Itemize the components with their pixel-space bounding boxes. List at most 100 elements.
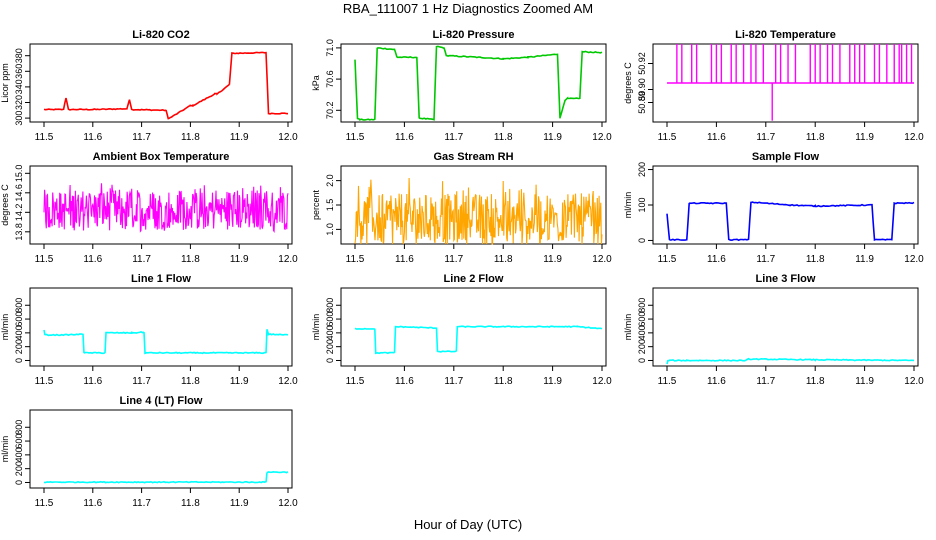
series-line bbox=[354, 325, 603, 355]
x-tick-label: 11.7 bbox=[132, 254, 151, 265]
panel-frame bbox=[29, 409, 293, 489]
y-tick-label: 50.90 bbox=[637, 78, 647, 101]
y-tick-label: 360 bbox=[14, 64, 24, 79]
series-line bbox=[43, 470, 289, 484]
x-tick-label: 11.6 bbox=[83, 376, 102, 387]
panel-title: Gas Stream RH bbox=[433, 151, 513, 163]
y-tick-label: 0 bbox=[14, 358, 24, 363]
x-tick-label: 12.0 bbox=[278, 132, 298, 143]
x-tick-label: 11.5 bbox=[35, 376, 54, 387]
x-tick-label: 12.0 bbox=[278, 376, 298, 387]
y-tick-label: 800 bbox=[14, 298, 24, 313]
series-line bbox=[43, 51, 289, 120]
y-axis-label: percent bbox=[311, 189, 321, 220]
panel-title: Sample Flow bbox=[752, 151, 820, 163]
y-tick-label: 200 bbox=[637, 339, 647, 354]
panel-frame bbox=[29, 165, 293, 245]
y-tick-label: 340 bbox=[14, 79, 24, 94]
y-tick-label: 800 bbox=[325, 298, 335, 313]
x-tick-label: 11.5 bbox=[346, 132, 365, 143]
x-tick-label: 11.7 bbox=[756, 376, 775, 387]
x-tick-label: 11.6 bbox=[707, 132, 726, 143]
x-tick-label: 12.0 bbox=[904, 254, 924, 265]
x-tick-label: 11.9 bbox=[855, 254, 874, 265]
x-tick-label: 11.6 bbox=[395, 254, 414, 265]
y-tick-label: 600 bbox=[325, 312, 335, 327]
y-tick-label: 71.0 bbox=[325, 39, 335, 57]
panel-title: Ambient Box Temperature bbox=[93, 151, 230, 163]
x-tick-label: 11.9 bbox=[855, 132, 874, 143]
y-tick-label: 50.92 bbox=[637, 52, 647, 75]
x-tick-label: 11.5 bbox=[35, 254, 54, 265]
x-tick-label: 11.8 bbox=[494, 132, 513, 143]
x-tick-label: 11.8 bbox=[181, 376, 200, 387]
y-tick-label: 1.0 bbox=[325, 223, 335, 236]
x-tick-label: 11.7 bbox=[132, 132, 151, 143]
x-tick-label: 11.5 bbox=[658, 254, 677, 265]
panel-7: Line 2 Flow 11.5 11.6 11.7 11.8 11.9 12.0 0 2004… bbox=[311, 273, 612, 387]
x-tick-label: 11.5 bbox=[346, 376, 365, 387]
x-tick-label: 11.9 bbox=[543, 132, 562, 143]
x-tick-label: 11.6 bbox=[707, 376, 726, 387]
y-tick-label: 800 bbox=[14, 420, 24, 435]
panel-1: Li-820 Pressure 11.5 11.6 11.7 11.8 11.9 12.0 7… bbox=[311, 29, 612, 143]
x-tick-label: 11.7 bbox=[444, 254, 463, 265]
y-tick-label: 100 bbox=[637, 197, 647, 212]
y-tick-label: 1.5 bbox=[325, 199, 335, 212]
x-tick-label: 11.6 bbox=[707, 254, 726, 265]
x-tick-label: 11.9 bbox=[230, 254, 249, 265]
y-axis-label: ml/min bbox=[0, 436, 10, 463]
x-tick-label: 11.8 bbox=[494, 254, 513, 265]
x-tick-label: 11.9 bbox=[230, 498, 249, 509]
y-tick-label: 14.2 bbox=[14, 204, 24, 222]
y-tick-label: 200 bbox=[325, 339, 335, 354]
panel-frame bbox=[652, 43, 919, 123]
y-tick-label: 600 bbox=[14, 434, 24, 449]
y-axis-label: Licor ppm bbox=[0, 63, 10, 103]
y-axis-label: ml/min bbox=[311, 314, 321, 341]
x-tick-label: 11.8 bbox=[181, 254, 200, 265]
x-tick-label: 11.6 bbox=[83, 132, 102, 143]
x-tick-label: 11.8 bbox=[181, 132, 200, 143]
panel-frame bbox=[652, 287, 919, 367]
x-tick-label: 11.9 bbox=[230, 132, 249, 143]
panel-0: Li-820 CO2 11.5 11.6 11.7 11.8 11.9 12.0 300320… bbox=[0, 29, 298, 143]
y-tick-label: 600 bbox=[14, 312, 24, 327]
y-tick-label: 200 bbox=[637, 162, 647, 177]
x-tick-label: 11.7 bbox=[756, 254, 775, 265]
series-line bbox=[43, 183, 289, 233]
x-tick-label: 11.9 bbox=[543, 254, 562, 265]
x-tick-label: 12.0 bbox=[592, 254, 612, 265]
x-tick-label: 12.0 bbox=[592, 132, 612, 143]
y-tick-label: 200 bbox=[14, 461, 24, 476]
panel-frame bbox=[29, 43, 293, 123]
x-tick-label: 12.0 bbox=[278, 498, 298, 509]
series-line bbox=[666, 201, 915, 242]
x-tick-label: 11.8 bbox=[494, 376, 513, 387]
x-tick-label: 11.9 bbox=[230, 376, 249, 387]
x-tick-label: 11.8 bbox=[806, 132, 825, 143]
panel-8: Line 3 Flow 11.5 11.6 11.7 11.8 11.9 12.0 0 2004… bbox=[623, 273, 924, 387]
x-tick-label: 11.5 bbox=[346, 254, 365, 265]
panel-title: Line 2 Flow bbox=[444, 273, 504, 285]
y-tick-label: 400 bbox=[325, 325, 335, 340]
x-tick-label: 11.5 bbox=[658, 376, 677, 387]
x-tick-label: 11.6 bbox=[395, 132, 414, 143]
panel-frame bbox=[29, 287, 293, 367]
x-tick-label: 11.6 bbox=[83, 498, 102, 509]
series-line bbox=[354, 177, 603, 245]
x-tick-label: 11.7 bbox=[756, 132, 775, 143]
panel-title: Line 1 Flow bbox=[131, 273, 191, 285]
y-axis-label: ml/min bbox=[623, 314, 633, 341]
x-tick-label: 11.9 bbox=[855, 376, 874, 387]
panel-title: Li-820 Pressure bbox=[433, 29, 515, 41]
y-tick-label: 0 bbox=[325, 358, 335, 363]
y-tick-label: 320 bbox=[14, 95, 24, 110]
x-tick-label: 11.5 bbox=[35, 498, 54, 509]
panel-frame bbox=[340, 43, 607, 123]
x-tick-label: 12.0 bbox=[592, 376, 612, 387]
panel-frame bbox=[340, 287, 607, 367]
x-tick-label: 12.0 bbox=[904, 132, 924, 143]
y-axis-label: kPa bbox=[311, 75, 321, 91]
